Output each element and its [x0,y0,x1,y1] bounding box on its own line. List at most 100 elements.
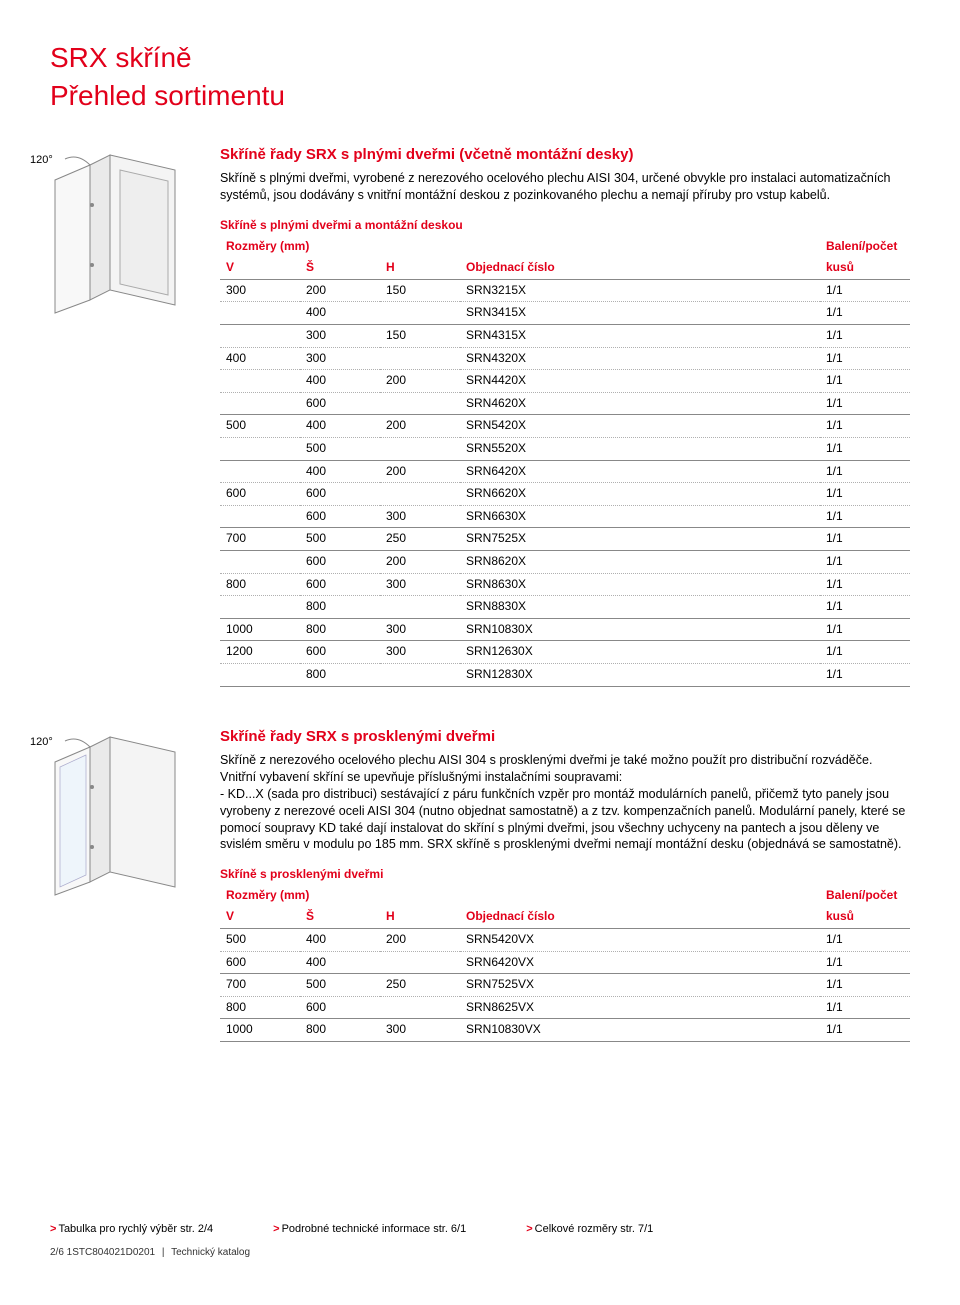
cell-obj: SRN6630X [460,505,820,528]
content-col: Skříně řady SRX s plnými dveřmi (včetně … [200,145,910,687]
cell-v: 600 [220,483,300,506]
cell-bal: 1/1 [820,596,910,619]
page: SRX skříně Přehled sortimentu 2 120° [0,0,960,1289]
th2-bal-line1: Balení/počet [820,885,910,907]
table-glass-doors: Rozměry (mm) Balení/počet V Š H Objednac… [220,885,910,1042]
cell-s: 300 [300,347,380,370]
page-title-line2: Přehled sortimentu [50,78,910,114]
th2-v: V [220,906,300,928]
arrow-icon: > [273,1223,279,1235]
cell-obj: SRN7525X [460,528,820,551]
cell-obj: SRN3215X [460,279,820,302]
page-title-line1: SRX skříně [50,40,910,76]
cell-v [220,325,300,348]
cell-obj: SRN10830VX [460,1019,820,1042]
cell-bal: 1/1 [820,370,910,393]
cell-obj: SRN8630X [460,573,820,596]
cell-h [380,437,460,460]
cell-h: 150 [380,279,460,302]
cell-obj: SRN5520X [460,437,820,460]
cabinet-diagram-solid: 120° [50,145,190,315]
cabinet-svg-glass [50,727,190,897]
cell-obj: SRN10830X [460,618,820,641]
cell-h [380,392,460,415]
cell-bal: 1/1 [820,483,910,506]
diagram-col: 120° [50,145,200,315]
cell-obj: SRN4315X [460,325,820,348]
cell-bal: 1/1 [820,996,910,1019]
section1-heading: Skříně řady SRX s plnými dveřmi (včetně … [220,145,910,165]
cell-s: 600 [300,573,380,596]
cell-s: 600 [300,392,380,415]
cell-h: 200 [380,370,460,393]
cell-h: 200 [380,929,460,952]
section2-heading: Skříně řady SRX s prosklenými dveřmi [220,727,910,747]
cabinet-svg-solid [50,145,190,315]
cell-obj: SRN3415X [460,302,820,325]
cell-bal: 1/1 [820,618,910,641]
th-bal-line1: Balení/počet [820,236,910,258]
table-row: 1200600300SRN12630X1/1 [220,641,910,664]
cell-h [380,996,460,1019]
cell-v [220,460,300,483]
cell-h: 300 [380,573,460,596]
cell-s: 500 [300,437,380,460]
cell-v [220,505,300,528]
cell-obj: SRN8830X [460,596,820,619]
cell-obj: SRN7525VX [460,974,820,997]
table-row: 600600SRN6620X1/1 [220,483,910,506]
cell-obj: SRN4320X [460,347,820,370]
cell-s: 800 [300,1019,380,1042]
arrow-icon: > [526,1223,532,1235]
th-h: H [380,257,460,279]
cell-bal: 1/1 [820,573,910,596]
cell-bal: 1/1 [820,641,910,664]
th2-h: H [380,906,460,928]
cell-s: 600 [300,550,380,573]
cell-v [220,392,300,415]
cell-bal: 1/1 [820,437,910,460]
cell-h: 300 [380,641,460,664]
cell-h [380,483,460,506]
cell-h [380,596,460,619]
footer-doc-label: Technický katalog [171,1247,250,1258]
table-row: 700500250SRN7525VX1/1 [220,974,910,997]
cell-obj: SRN6420VX [460,951,820,974]
cabinet-diagram-glass: 120° [50,727,190,897]
cell-v [220,550,300,573]
cell-obj: SRN6420X [460,460,820,483]
cell-v: 300 [220,279,300,302]
diagram-col-2: 120° [50,727,200,897]
table-row: 800SRN12830X1/1 [220,663,910,686]
cell-v [220,437,300,460]
table-row: 300200150SRN3215X1/1 [220,279,910,302]
table-row: 400200SRN6420X1/1 [220,460,910,483]
cell-s: 800 [300,618,380,641]
table-row: 600400SRN6420VX1/1 [220,951,910,974]
footer-link-2: >Podrobné technické informace str. 6/1 [273,1222,466,1236]
dim-label-2: Rozměry (mm) [220,885,460,907]
cell-h [380,663,460,686]
cell-v [220,370,300,393]
angle-label-2: 120° [30,735,53,749]
table-row: 800600300SRN8630X1/1 [220,573,910,596]
table-row: 800600SRN8625VX1/1 [220,996,910,1019]
cell-s: 800 [300,663,380,686]
section-solid-doors: 120° Skříně řady SRX s plnými dveřmi ( [50,145,910,687]
section-glass-doors: 120° Skříně řady SRX s prosklenými dveřm… [50,727,910,1043]
table-row: 700500250SRN7525X1/1 [220,528,910,551]
cell-v: 700 [220,528,300,551]
cell-v [220,663,300,686]
cell-s: 400 [300,951,380,974]
th-s: Š [300,257,380,279]
cell-s: 300 [300,325,380,348]
cell-v: 500 [220,415,300,438]
arrow-icon: > [50,1223,56,1235]
cell-obj: SRN12630X [460,641,820,664]
cell-h: 200 [380,550,460,573]
cell-s: 500 [300,528,380,551]
cell-obj: SRN12830X [460,663,820,686]
cell-h [380,347,460,370]
cell-v: 400 [220,347,300,370]
cell-s: 400 [300,370,380,393]
